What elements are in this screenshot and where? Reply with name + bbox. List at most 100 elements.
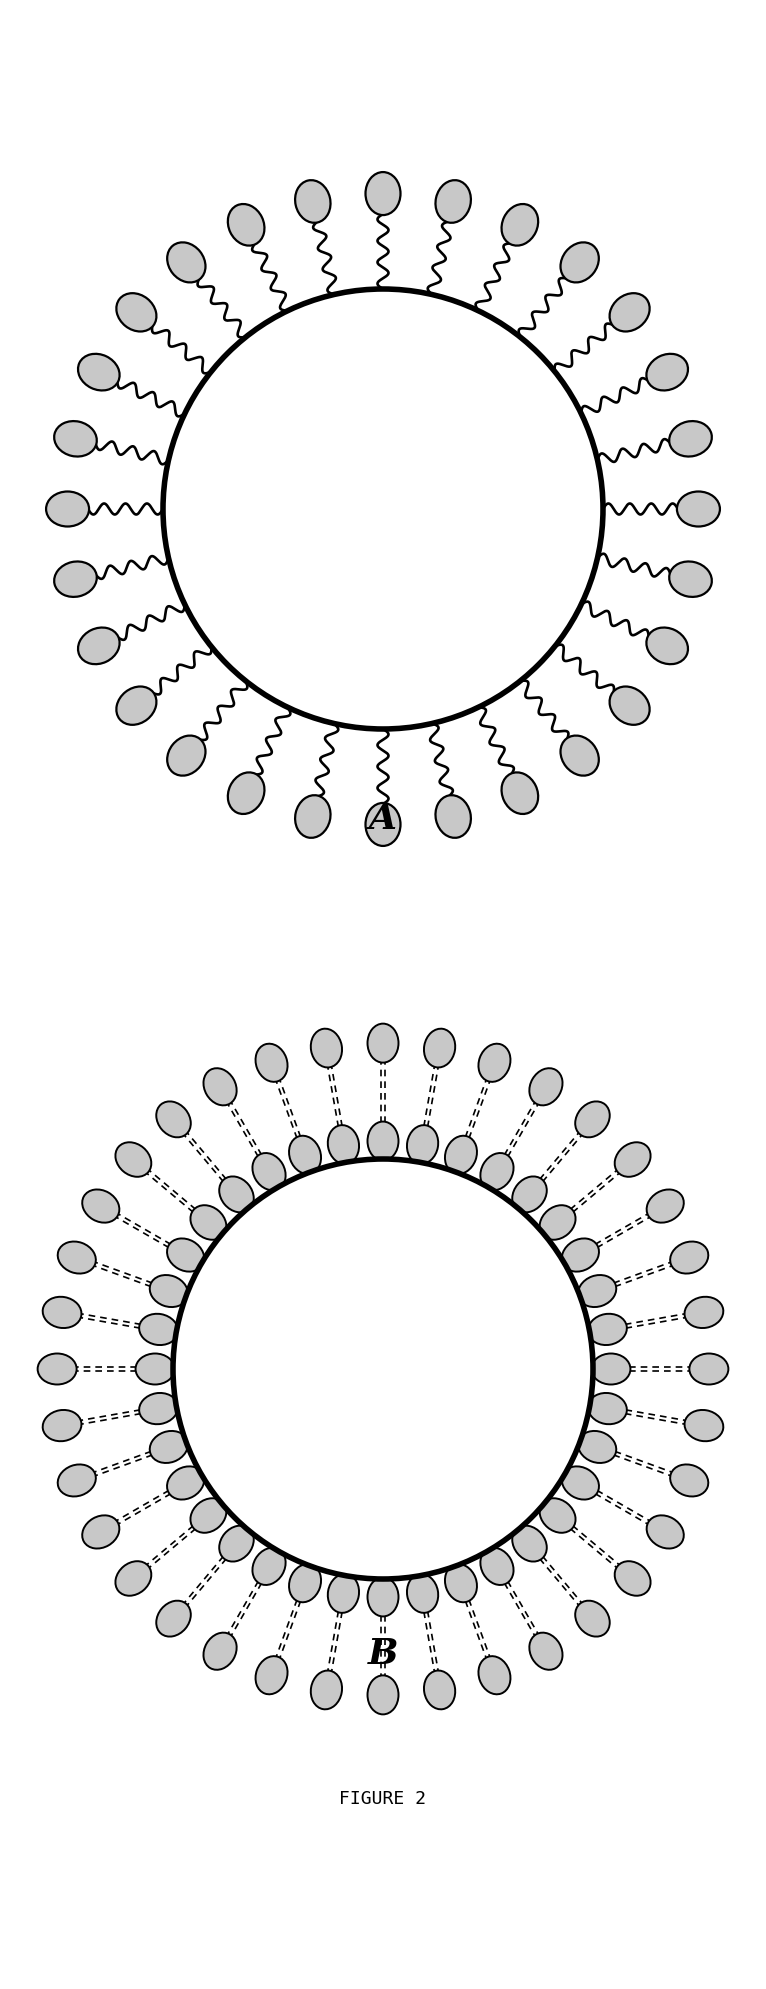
Ellipse shape [256, 1044, 287, 1082]
Ellipse shape [219, 1526, 254, 1561]
Ellipse shape [578, 1430, 617, 1464]
Ellipse shape [540, 1205, 575, 1239]
Ellipse shape [647, 1516, 684, 1549]
Ellipse shape [136, 1353, 175, 1384]
Circle shape [163, 288, 603, 730]
Ellipse shape [480, 1547, 513, 1585]
Ellipse shape [435, 181, 471, 223]
Ellipse shape [575, 1102, 610, 1138]
Ellipse shape [191, 1498, 226, 1534]
Ellipse shape [445, 1136, 477, 1174]
Ellipse shape [368, 1577, 398, 1617]
Ellipse shape [614, 1142, 650, 1177]
Ellipse shape [588, 1315, 627, 1345]
Ellipse shape [610, 686, 650, 724]
Ellipse shape [529, 1068, 562, 1106]
Ellipse shape [167, 1239, 205, 1271]
Ellipse shape [116, 686, 156, 724]
Ellipse shape [116, 292, 156, 332]
Ellipse shape [191, 1205, 226, 1239]
Circle shape [173, 1160, 593, 1579]
Ellipse shape [253, 1154, 286, 1189]
Ellipse shape [149, 1430, 188, 1464]
Ellipse shape [54, 422, 97, 457]
Ellipse shape [479, 1657, 510, 1695]
Ellipse shape [253, 1547, 286, 1585]
Ellipse shape [368, 1122, 398, 1160]
Ellipse shape [328, 1573, 359, 1613]
Text: B: B [368, 1637, 398, 1671]
Text: FIGURE 2: FIGURE 2 [339, 1790, 427, 1808]
Ellipse shape [82, 1189, 119, 1223]
Ellipse shape [502, 205, 538, 245]
Ellipse shape [139, 1392, 178, 1424]
Ellipse shape [295, 181, 331, 223]
Ellipse shape [685, 1410, 723, 1442]
Ellipse shape [43, 1297, 81, 1329]
Ellipse shape [204, 1633, 237, 1671]
Ellipse shape [424, 1028, 455, 1068]
Ellipse shape [689, 1353, 728, 1384]
Ellipse shape [82, 1516, 119, 1549]
Ellipse shape [311, 1671, 342, 1709]
Ellipse shape [46, 491, 89, 527]
Ellipse shape [614, 1561, 650, 1595]
Ellipse shape [502, 772, 538, 814]
Ellipse shape [167, 736, 205, 776]
Ellipse shape [669, 422, 712, 457]
Ellipse shape [156, 1102, 191, 1138]
Ellipse shape [647, 354, 688, 390]
Ellipse shape [311, 1028, 342, 1068]
Ellipse shape [677, 491, 720, 527]
Ellipse shape [116, 1561, 152, 1595]
Ellipse shape [435, 796, 471, 837]
Ellipse shape [43, 1410, 81, 1442]
Ellipse shape [149, 1275, 188, 1307]
Ellipse shape [167, 1466, 205, 1500]
Ellipse shape [156, 1601, 191, 1637]
Ellipse shape [591, 1353, 630, 1384]
Ellipse shape [295, 796, 331, 837]
Ellipse shape [561, 243, 599, 282]
Ellipse shape [289, 1563, 321, 1603]
Ellipse shape [368, 1024, 398, 1062]
Ellipse shape [365, 173, 401, 215]
Ellipse shape [578, 1275, 617, 1307]
Ellipse shape [407, 1573, 438, 1613]
Ellipse shape [575, 1601, 610, 1637]
Ellipse shape [529, 1633, 562, 1671]
Ellipse shape [256, 1657, 287, 1695]
Ellipse shape [368, 1675, 398, 1715]
Ellipse shape [561, 1239, 599, 1271]
Ellipse shape [610, 292, 650, 332]
Ellipse shape [512, 1526, 547, 1561]
Ellipse shape [289, 1136, 321, 1174]
Ellipse shape [328, 1126, 359, 1164]
Ellipse shape [540, 1498, 575, 1534]
Ellipse shape [512, 1175, 547, 1213]
Ellipse shape [479, 1044, 510, 1082]
Ellipse shape [424, 1671, 455, 1709]
Ellipse shape [647, 629, 688, 664]
Ellipse shape [670, 1464, 709, 1496]
Ellipse shape [38, 1353, 77, 1384]
Ellipse shape [139, 1315, 178, 1345]
Ellipse shape [647, 1189, 684, 1223]
Ellipse shape [445, 1563, 477, 1603]
Ellipse shape [78, 354, 119, 390]
Ellipse shape [167, 243, 205, 282]
Ellipse shape [561, 1466, 599, 1500]
Ellipse shape [219, 1175, 254, 1213]
Ellipse shape [588, 1392, 627, 1424]
Ellipse shape [57, 1241, 96, 1273]
Ellipse shape [116, 1142, 152, 1177]
Ellipse shape [365, 804, 401, 845]
Ellipse shape [228, 205, 264, 245]
Ellipse shape [480, 1154, 513, 1189]
Ellipse shape [670, 1241, 709, 1273]
Ellipse shape [54, 561, 97, 597]
Ellipse shape [685, 1297, 723, 1329]
Ellipse shape [78, 629, 119, 664]
Ellipse shape [561, 736, 599, 776]
Ellipse shape [669, 561, 712, 597]
